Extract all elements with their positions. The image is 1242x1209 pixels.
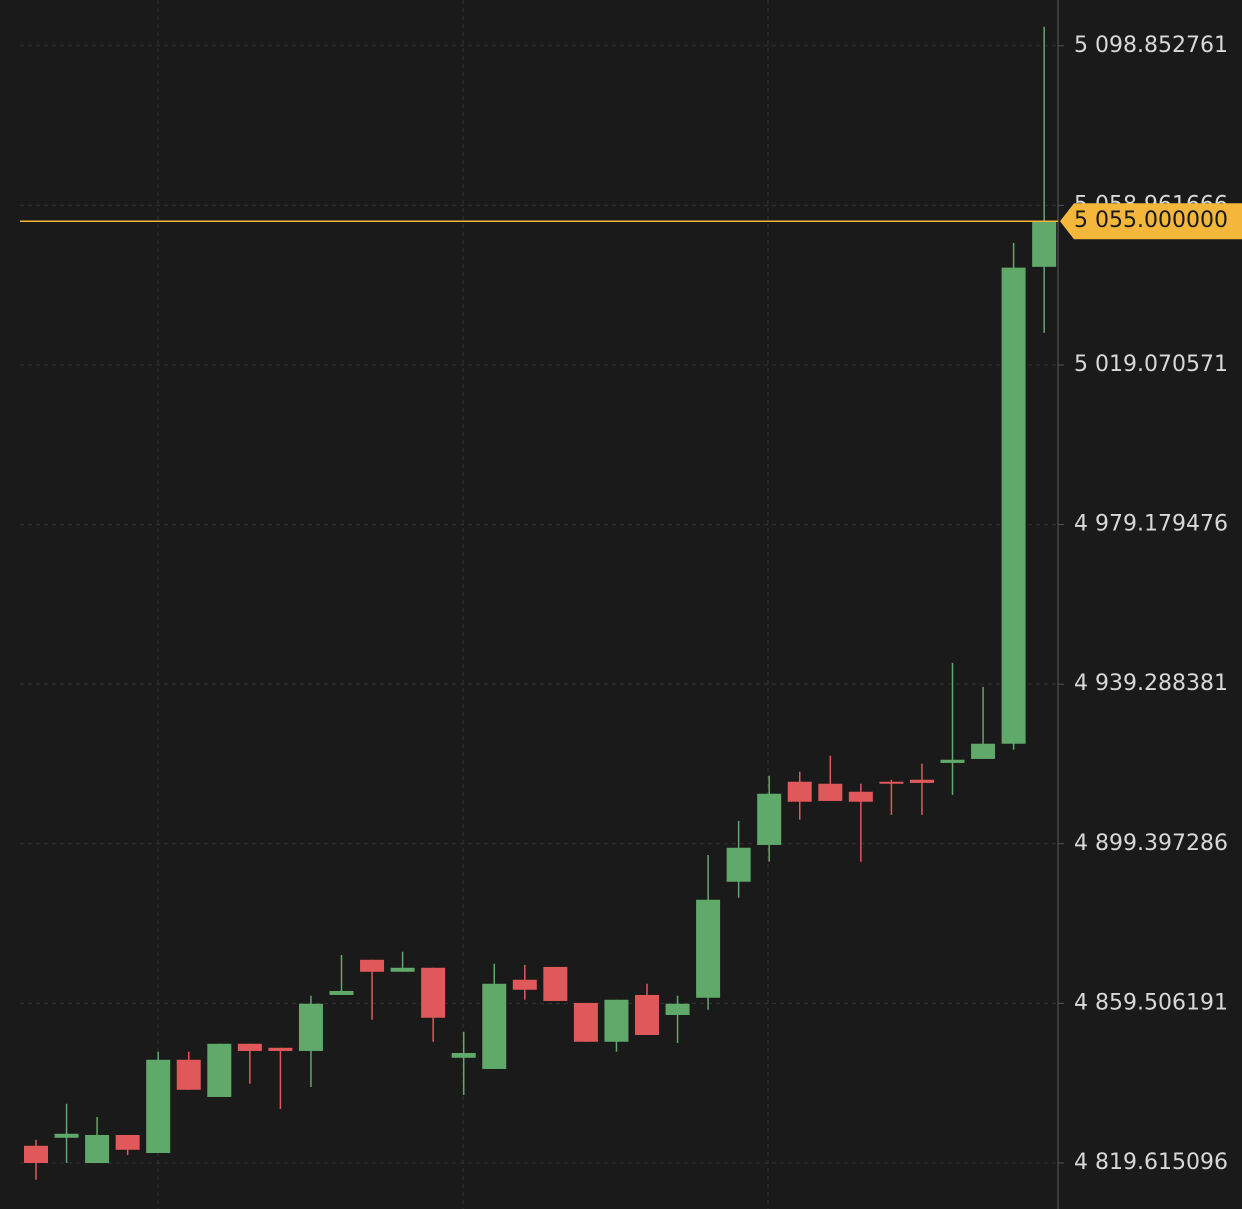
y-tick-label: 4 899.397286 [1074,831,1228,856]
last-price-tag [1060,203,1242,240]
candle-body [360,959,385,972]
candle-body [298,1003,323,1051]
candle-body [635,994,659,1035]
candle-body [176,1059,201,1090]
y-tick-label: 5 098.852761 [1074,33,1228,58]
candle-body [390,967,415,972]
candle-body [1001,267,1026,744]
candle-body [451,1052,476,1058]
candle-body [909,779,934,783]
candle-body [146,1059,171,1153]
candle-body [604,999,629,1042]
candle-body [512,979,537,990]
candle-body [115,1134,140,1150]
candle-body [818,783,843,801]
candle-body [24,1145,48,1163]
vertical-grid [157,0,769,1209]
last-price-label: 5 055.000000 [1074,208,1228,233]
candle-body [237,1043,262,1051]
candle-body [54,1133,79,1138]
y-tick-label: 4 979.179476 [1074,512,1228,537]
candle-body [543,966,568,1001]
y-tick-label: 4 859.506191 [1074,990,1228,1015]
candle-body [787,781,812,802]
candle-body [421,967,446,1018]
y-tick-label: 4 819.615096 [1074,1150,1228,1175]
candle-body [879,781,904,784]
candle-body [848,791,873,802]
y-tick-label: 5 019.070571 [1074,352,1228,377]
candle-body [940,759,965,763]
candle-body [757,793,782,845]
candle-body [726,847,751,882]
candle-body [971,743,996,759]
candle-body [268,1047,293,1051]
candle-body [329,990,354,995]
candle-body [665,1003,690,1015]
candle-body [85,1134,110,1163]
candle-body [573,1002,598,1042]
y-tick-label: 4 939.288381 [1074,671,1228,696]
candle-body [482,983,507,1069]
candle-body [1032,221,1057,267]
candle-body [696,899,721,998]
candle-body [207,1043,232,1097]
